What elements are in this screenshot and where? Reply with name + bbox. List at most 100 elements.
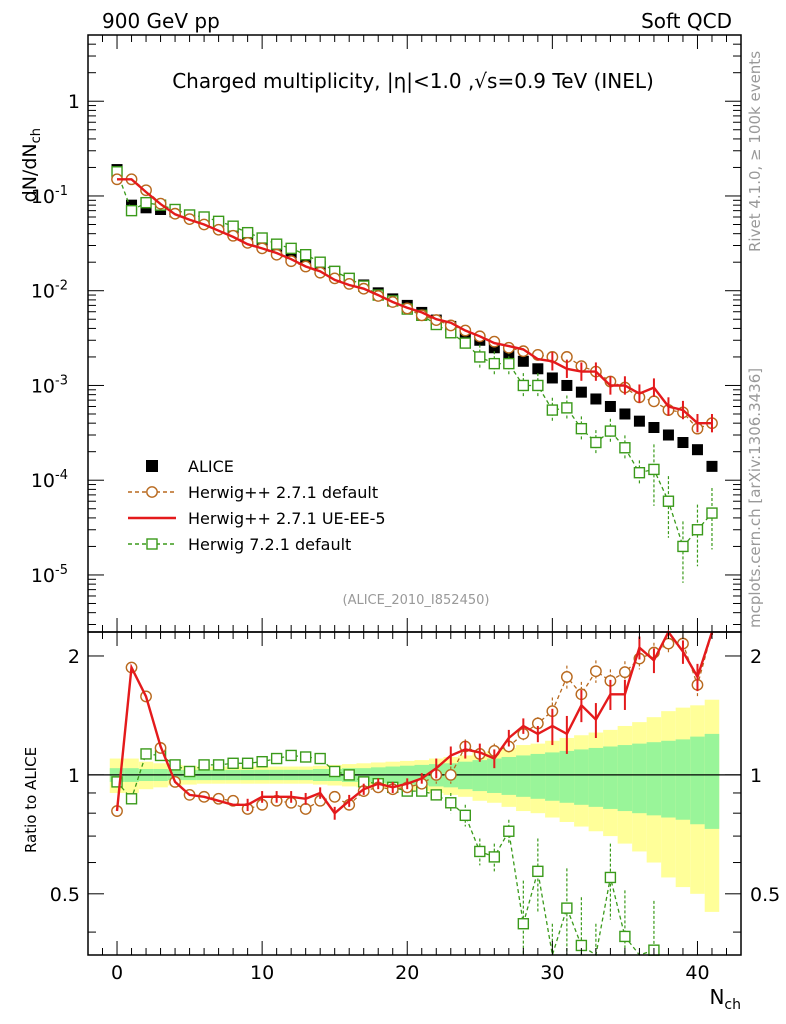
x-tick-label: 10 (250, 962, 274, 984)
ratio-plot-content (88, 629, 741, 957)
alice-point (648, 422, 660, 434)
herwig721-point (691, 524, 704, 536)
ratio-band-green (487, 758, 502, 793)
x-tick-label: 0 (111, 962, 123, 984)
alice-point (488, 342, 500, 354)
herwig721-point (633, 467, 646, 479)
alice-point (532, 363, 544, 375)
ratio-y-tick-label: 2 (68, 646, 80, 668)
herwig721-point (488, 357, 501, 370)
legend-label: ALICE (188, 457, 234, 476)
ratio-herwigpp-default-point (589, 665, 602, 678)
ratio-herwig721-point (532, 865, 544, 878)
x-tick-label: 30 (540, 962, 564, 984)
ratio-herwig721-point (169, 759, 181, 771)
ratio-band-green (690, 736, 705, 825)
ratio-herwig721-point (430, 789, 442, 801)
herwig721-point (299, 248, 312, 261)
main-panel: 10-5 10-4 10-3 10-2 10-1 1 Charged multiplici… (19, 34, 742, 633)
ratio-band-green (661, 740, 676, 818)
ratio-band-green (603, 746, 618, 809)
ratio-band-green (472, 760, 488, 792)
mcplots-label: mcplots.cern.ch [arXiv:1306.3436] (746, 368, 764, 628)
legend-marker-herwig721 (146, 538, 158, 550)
alice-point (619, 408, 631, 420)
legend-label: Herwig++ 2.7.1 UE-EE-5 (188, 509, 386, 528)
herwig721-point (270, 238, 283, 250)
herwig721-point (285, 242, 297, 255)
herwigpp-default-point (648, 395, 660, 408)
herwig721-point (662, 495, 675, 507)
y-tick-label: 10-4 (31, 468, 68, 492)
herwig721-point (314, 256, 326, 268)
y-tick-label: 10-5 (31, 563, 68, 587)
x-tick-label: 20 (395, 962, 419, 984)
header-right: Soft QCD (641, 9, 732, 33)
alice-point (561, 379, 573, 391)
legend-marker-alice (146, 460, 158, 472)
ratio-herwigpp-default-point (560, 671, 573, 683)
ratio-band-green (530, 753, 546, 799)
ratio-herwig721-point (517, 918, 530, 930)
herwig721-point (532, 379, 544, 392)
herwig721-point (546, 404, 559, 416)
alice-point (633, 415, 645, 427)
ratio-herwig721-point (183, 765, 196, 778)
ratio-herwig721-point (328, 765, 341, 778)
ratio-band-green (646, 742, 662, 816)
ratio-panel: 0.5 0.51 12 20 10 20 30 40 Ratio to ALICE Nch (22, 629, 780, 1013)
ratio-herwig721-point (256, 755, 268, 768)
ratio-herwig721-point (299, 751, 312, 763)
ratio-herwig721-point (445, 797, 457, 809)
analysis-id: (ALICE_2010_I852450) (343, 593, 490, 608)
y-tick-label: 10-3 (31, 373, 68, 397)
ratio-y-tick-label-right: 1 (750, 765, 762, 787)
alice-point (662, 429, 674, 441)
main-frame (87, 34, 742, 633)
y-tick-label: 10-1 (31, 184, 68, 208)
ratio-herwig721-point (488, 851, 501, 863)
ratio-herwig721-point (270, 752, 283, 765)
ratio-y-tick-label-right: 0.5 (750, 884, 780, 906)
ratio-herwig721-point (314, 752, 326, 765)
ratio-herwig721-point (212, 759, 225, 771)
ratio-herwig721-point (125, 793, 138, 805)
ratio-band-green (632, 743, 647, 814)
ratio-herwigpp-default-point (444, 768, 457, 781)
ratio-herwig721-point (343, 769, 355, 781)
ratio-ylabel: Ratio to ALICE (22, 747, 40, 853)
legend: ALICE Herwig++ 2.7.1 default Herwig++ 2.7.… (128, 457, 386, 554)
ratio-y-tick-label: 0.5 (50, 884, 80, 906)
ratio-herwig721-point (459, 809, 471, 822)
ratio-y-tick-label: 1 (68, 765, 80, 787)
herwig721-point (503, 357, 515, 370)
herwig721-point (517, 379, 530, 392)
main-axes: 10-5 10-4 10-3 10-2 10-1 1 (31, 34, 741, 632)
ratio-band-green (545, 752, 560, 801)
ratio-herwig721-point (474, 845, 486, 858)
alice-point (691, 444, 703, 456)
herwigpp-ueee5-line (117, 178, 712, 425)
alice-point (503, 349, 515, 361)
ratio-herwig721-point (241, 757, 254, 769)
ratio-band-green (617, 745, 633, 812)
x-tick-label: 40 (685, 962, 709, 984)
herwig721-point (140, 196, 152, 209)
alice-point (517, 355, 529, 367)
ratio-band-green (704, 733, 720, 829)
herwig721-point (241, 226, 254, 239)
ratio-band-green (675, 739, 691, 820)
xlabel: Nch (709, 985, 741, 1013)
ratio-herwig721-point (604, 871, 617, 884)
main-plot-content (111, 164, 718, 583)
ratio-herwigpp-default-point (328, 790, 341, 803)
ratio-herwig721-point (227, 757, 239, 769)
herwig721-point (648, 463, 660, 476)
alice-point (590, 393, 602, 405)
herwig721-point (459, 337, 471, 349)
ratio-band-green (501, 756, 517, 795)
ratio-y-tick-label-right: 2 (750, 646, 762, 668)
ratio-herwig721-point (285, 749, 297, 762)
legend-label: Herwig 7.2.1 default (188, 535, 351, 554)
